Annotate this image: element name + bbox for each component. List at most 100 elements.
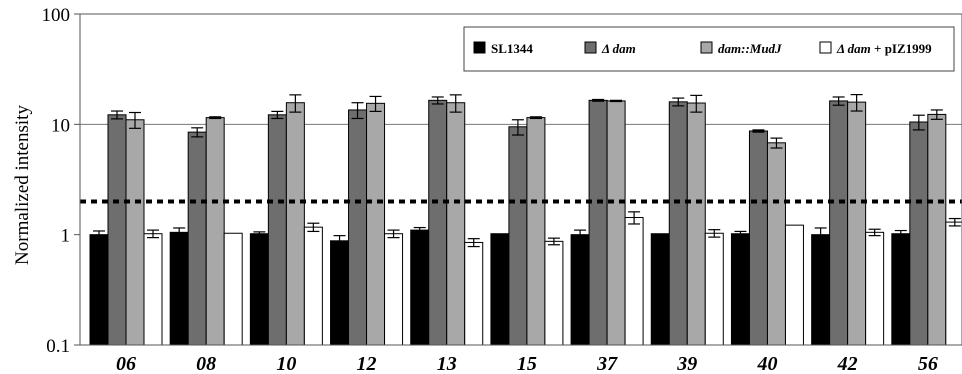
legend-label: Δ dam [601, 41, 636, 56]
bar [187, 131, 207, 346]
y-tick-label: 0.1 [46, 336, 70, 357]
legend-swatch [819, 41, 832, 54]
bars [89, 99, 962, 346]
legend-item: SL1344 [473, 41, 533, 56]
error-bar [431, 96, 444, 105]
error-bar [147, 229, 159, 239]
error-bar [592, 98, 605, 102]
bar [847, 101, 867, 346]
bar [267, 114, 287, 346]
error-bar [610, 99, 623, 103]
error-bar [191, 127, 204, 138]
bar [303, 226, 323, 346]
bar [544, 240, 564, 346]
y-tick-label: 10 [51, 115, 70, 136]
error-bar [511, 119, 524, 136]
bar [891, 233, 911, 346]
error-bar [271, 110, 284, 120]
error-bar [111, 110, 123, 120]
x-tick-label: 13 [437, 353, 457, 374]
bar [428, 99, 448, 346]
bar [526, 117, 546, 346]
bar [384, 233, 404, 346]
bar [249, 233, 269, 346]
error-bar [369, 95, 382, 112]
bar [704, 232, 724, 346]
bar [446, 102, 466, 346]
bar [927, 113, 947, 346]
error-bar [307, 222, 320, 233]
legend-swatch [584, 41, 597, 54]
bar [766, 142, 786, 346]
legend-item: Δ dam + pIZ1999 [819, 41, 932, 56]
legend: SL1344 Δ dam dam::MudJ Δ dam + pIZ1999 [463, 26, 955, 72]
legend-swatch [700, 41, 713, 54]
error-bar [912, 114, 925, 131]
bar [945, 221, 962, 346]
x-tick-label: 10 [276, 353, 296, 374]
x-tick-label: 40 [756, 353, 777, 374]
bar [570, 234, 590, 346]
bar [811, 234, 831, 346]
x-tick-label: 08 [196, 353, 216, 374]
error-bar [574, 229, 587, 241]
error-bar [734, 230, 747, 237]
bar [107, 114, 127, 346]
error-bar [868, 228, 881, 237]
bar [330, 240, 350, 346]
error-bar [752, 129, 765, 133]
error-bar [814, 227, 827, 244]
bar [865, 231, 885, 346]
error-bar [850, 93, 863, 112]
x-tick-label: 39 [676, 353, 697, 374]
error-bar [253, 231, 266, 237]
error-bar [832, 96, 845, 106]
error-bar [413, 226, 426, 234]
bar [125, 119, 145, 346]
error-bar [690, 94, 703, 113]
x-tick-label: 37 [596, 353, 618, 374]
error-bar [173, 227, 186, 238]
error-bar [672, 97, 685, 107]
legend-label: dam::MudJ [718, 41, 782, 56]
bar [143, 233, 163, 346]
error-bar [467, 238, 480, 248]
bar [490, 233, 510, 346]
x-axis-ticks: 06 08 10 12 13 15 37 39 40 42 56 [116, 353, 938, 374]
bar [508, 126, 528, 346]
bar [730, 233, 750, 346]
error-bar [770, 137, 783, 149]
error-bar [351, 102, 364, 120]
error-bar [894, 229, 907, 238]
bar [169, 231, 189, 346]
bar [686, 102, 706, 346]
plot-frame [79, 13, 962, 346]
error-bar [289, 94, 302, 113]
error-bar [449, 94, 462, 113]
x-tick-label: 15 [517, 353, 537, 374]
x-tick-label: 06 [116, 353, 136, 374]
error-bar [209, 116, 222, 120]
bar [89, 234, 109, 346]
bar [410, 229, 430, 346]
y-tick-label: 1 [61, 226, 71, 247]
legend-swatch [473, 41, 486, 54]
legend-label: SL1344 [491, 41, 533, 56]
bar [784, 224, 804, 346]
x-tick-label: 42 [837, 353, 858, 374]
bar [606, 100, 626, 346]
legend-item: dam::MudJ [700, 41, 782, 56]
bar [348, 109, 368, 346]
error-bar [948, 217, 961, 227]
x-tick-label: 12 [357, 353, 377, 374]
bar [909, 121, 929, 346]
bar [650, 233, 670, 346]
error-bar [129, 111, 141, 129]
bar [748, 130, 768, 346]
error-bar [547, 237, 560, 246]
bar [668, 101, 688, 346]
legend-item: Δ dam [584, 41, 636, 56]
bar [464, 241, 484, 346]
error-bar [333, 235, 346, 248]
y-axis-label: Normalized intensity [12, 105, 33, 265]
